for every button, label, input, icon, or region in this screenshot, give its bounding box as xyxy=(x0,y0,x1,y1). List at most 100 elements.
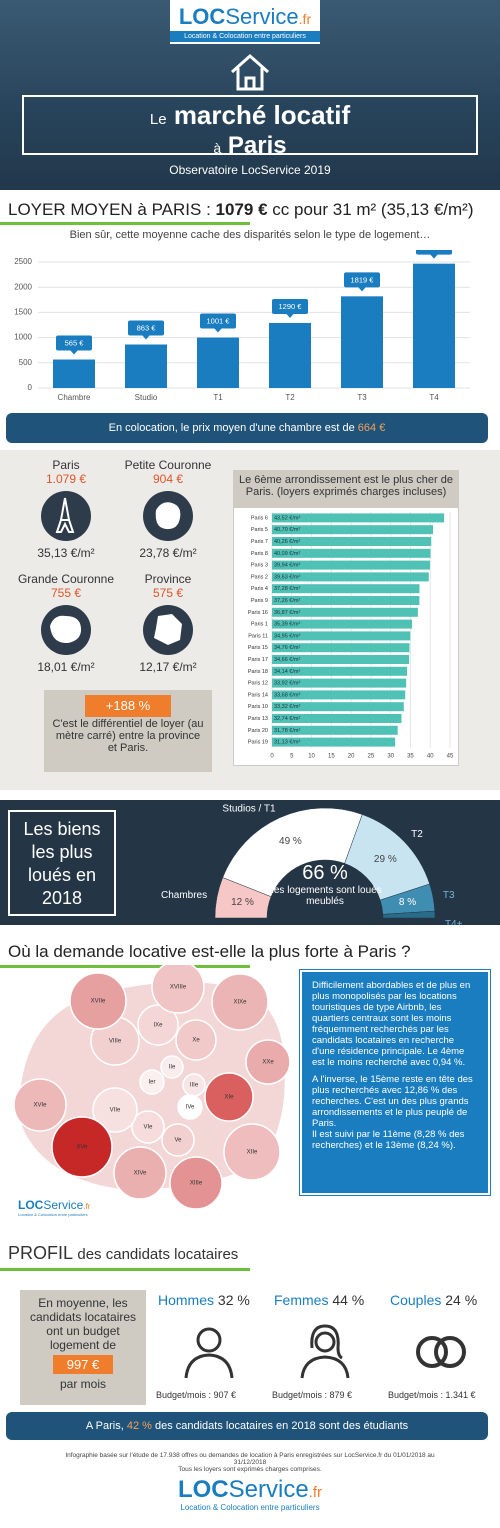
region-per-m2: 23,78 €/m² xyxy=(139,546,197,560)
region-icon xyxy=(143,605,193,655)
region-per-m2: 12,17 €/m² xyxy=(139,660,197,674)
arrondissement-label: XIVe xyxy=(134,1171,147,1177)
y-tick-label: Paris 10 xyxy=(248,704,268,710)
bar xyxy=(272,655,410,664)
arrondissement xyxy=(175,1019,217,1061)
line: Les biens xyxy=(23,819,101,839)
group-icon xyxy=(406,1318,476,1382)
most-rented-title: Les biens les plus loués en 2018 xyxy=(8,810,116,916)
slice xyxy=(382,910,436,919)
value-label: 29 % xyxy=(374,854,397,865)
x-tick-label: Chambre xyxy=(58,393,91,402)
x-tick-label: 25 xyxy=(368,754,375,760)
strong: PROFIL xyxy=(8,1243,73,1263)
x-tick-label: 0 xyxy=(270,754,274,760)
arrondissement-label: XVe xyxy=(76,1145,88,1151)
region-name: Province xyxy=(144,572,192,586)
bar xyxy=(272,619,412,629)
icon xyxy=(184,1327,234,1379)
region-icon xyxy=(41,491,91,541)
text: En colocation, le prix moyen d'une chamb… xyxy=(108,422,355,434)
group-heading: Hommes 32 % xyxy=(158,1292,250,1308)
value-label: 2467 € xyxy=(423,250,447,252)
bar xyxy=(272,525,433,535)
logo-service: Service xyxy=(228,1476,309,1503)
footer-note: Infographie basée sur l'étude de 17.938 … xyxy=(60,1452,440,1473)
value-label: 40,26 €/m² xyxy=(274,539,300,545)
title-part: à xyxy=(213,140,222,156)
arrondissement-label: XIIe xyxy=(247,1150,258,1156)
differential-value: +188 % xyxy=(85,695,171,717)
value-label: 39,94 €/m² xyxy=(274,563,300,569)
logo-service: Service xyxy=(225,4,299,29)
bar xyxy=(272,678,407,688)
bar xyxy=(272,690,406,700)
group-name: Hommes xyxy=(158,1292,215,1308)
line: 2018 xyxy=(41,888,83,908)
bar xyxy=(413,263,455,388)
arrondissement xyxy=(161,1123,195,1157)
arrondissement-label: VIIIe xyxy=(109,1039,122,1045)
callout xyxy=(272,298,308,314)
group-budget: Budget/mois : 907 € xyxy=(156,1390,237,1400)
y-tick-label: Paris 13 xyxy=(248,716,268,722)
demand-info: Difficilement abordables et de plus en p… xyxy=(299,969,491,1196)
logo: LOCService.fr Location & Colocation entr… xyxy=(170,0,320,44)
budget-text: En moyenne, les candidats locataires ont… xyxy=(29,1296,137,1352)
slice-label: T3 xyxy=(443,890,455,901)
arrondissement xyxy=(113,1146,167,1200)
logo-tld: .fr xyxy=(298,11,312,27)
map-logo: LOCService.fr Location & Colocation entre… xyxy=(18,1197,90,1217)
region-rent: 904 € xyxy=(152,472,184,486)
callout-tip xyxy=(70,350,78,355)
arrondissement-label: IXe xyxy=(153,1023,163,1029)
logo-loc: LOC xyxy=(178,4,226,29)
region-icon xyxy=(41,605,91,655)
bar xyxy=(53,359,95,388)
y-tick-label: 0 xyxy=(28,383,33,392)
value-label: 32,74 €/m² xyxy=(274,716,300,722)
y-tick-label: Paris 16 xyxy=(248,610,268,616)
arrondissement xyxy=(13,1078,67,1132)
y-tick-label: 1500 xyxy=(14,308,32,317)
group-name: Femmes xyxy=(274,1292,329,1308)
arrondissement xyxy=(177,1094,203,1120)
region-rent: 755 € xyxy=(50,586,82,600)
y-tick-label: Paris 3 xyxy=(251,563,268,569)
paragraph: A l'inverse, le 15ème reste en tête des … xyxy=(312,1074,473,1129)
header: LOCService.fr Location & Colocation entr… xyxy=(0,0,500,190)
value-label: 1819 € xyxy=(351,275,375,284)
value-label: 34,14 €/m² xyxy=(274,669,300,675)
y-tick-label: 500 xyxy=(19,358,33,367)
bar xyxy=(272,607,418,617)
arrondissement xyxy=(51,1116,113,1178)
logo-tagline: Location & Colocation entre particuliers xyxy=(170,31,320,42)
arrondissement xyxy=(211,973,269,1031)
y-tick-label: Paris 18 xyxy=(248,669,268,675)
value-label: 1290 € xyxy=(279,302,303,311)
value-label: 34,66 €/m² xyxy=(274,657,300,663)
y-tick-label: Paris 14 xyxy=(248,692,268,698)
region-per-m2: 35,13 €/m² xyxy=(37,546,95,560)
bar xyxy=(341,296,383,388)
amount: 664 € xyxy=(357,422,386,434)
value-label: 12 % xyxy=(231,897,254,908)
demand-title: Où la demande locative est-elle la plus … xyxy=(8,942,411,961)
logo-tagline: Location & Colocation entre particuliers xyxy=(180,1503,320,1512)
average-rent: LOYER MOYEN à PARIS : 1079 € cc pour 31 … xyxy=(8,200,498,220)
arrondissement xyxy=(137,1004,179,1046)
y-tick-label: 1000 xyxy=(14,333,32,342)
arrondissement-label: XIIIe xyxy=(190,1181,203,1187)
differential-text: C'est le différentiel de loyer (au mètre… xyxy=(52,718,204,754)
value-label: 31,78 €/m² xyxy=(274,728,300,734)
slice-label: Studios / T1 xyxy=(222,803,276,814)
bar xyxy=(197,337,239,388)
logo-tld: .fr xyxy=(83,1202,91,1211)
value-label: 40,70 €/m² xyxy=(274,527,300,533)
bar xyxy=(272,714,402,723)
arrondissement-label: Ier xyxy=(148,1080,155,1086)
callout xyxy=(416,250,452,255)
value-label: 36,87 €/m² xyxy=(274,610,300,616)
value-label: 8 % xyxy=(399,897,416,908)
logo-loc: LOC xyxy=(177,1476,229,1503)
